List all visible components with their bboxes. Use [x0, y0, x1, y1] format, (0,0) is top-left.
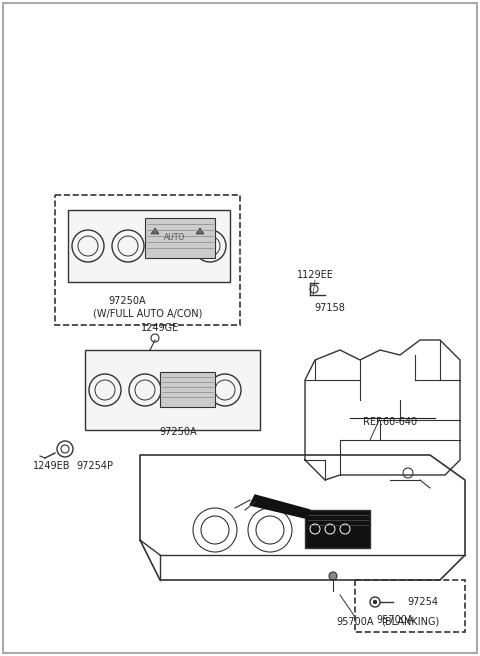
- Text: 97250A: 97250A: [159, 427, 197, 437]
- Text: 97254P: 97254P: [76, 461, 113, 471]
- Text: 95700A: 95700A: [376, 615, 414, 625]
- Bar: [305, 510, 370, 548]
- Polygon shape: [250, 495, 310, 518]
- Bar: [160, 372, 215, 407]
- Bar: [145, 218, 215, 258]
- Text: 1129EE: 1129EE: [297, 270, 334, 280]
- Text: (BLANKING): (BLANKING): [381, 617, 439, 627]
- Text: 97250A: 97250A: [108, 296, 146, 306]
- Polygon shape: [196, 228, 204, 234]
- Text: 97158: 97158: [314, 303, 346, 313]
- Polygon shape: [151, 228, 159, 234]
- Text: REF.60-640: REF.60-640: [363, 417, 417, 427]
- Circle shape: [329, 572, 337, 580]
- Text: 95700A: 95700A: [336, 617, 374, 627]
- FancyBboxPatch shape: [355, 580, 465, 632]
- Text: 1249EB: 1249EB: [33, 461, 71, 471]
- FancyBboxPatch shape: [68, 210, 230, 282]
- Text: 1249GE: 1249GE: [141, 323, 179, 333]
- Text: AUTO: AUTO: [164, 234, 186, 243]
- Circle shape: [373, 600, 376, 604]
- Text: (W/FULL AUTO A/CON): (W/FULL AUTO A/CON): [93, 308, 202, 318]
- FancyBboxPatch shape: [55, 195, 240, 325]
- FancyBboxPatch shape: [85, 350, 260, 430]
- Text: 97254: 97254: [408, 597, 439, 607]
